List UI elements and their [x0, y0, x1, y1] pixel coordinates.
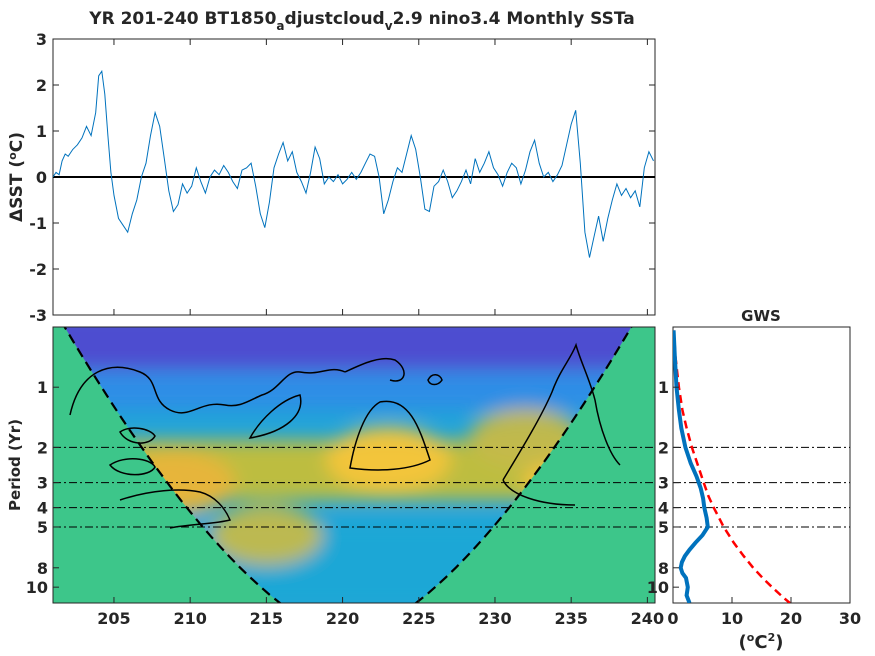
contour-right: [502, 342, 621, 481]
contour-small-upper: [119, 427, 156, 444]
wavelet-y-tick-label: 8: [37, 559, 48, 578]
title-sub-v: v: [385, 19, 393, 33]
wavelet-x-tick-label: 230: [478, 609, 511, 628]
timeseries-y-axis-label: ΔSST (oC): [6, 132, 27, 222]
contour-center-top: [344, 358, 405, 382]
timeseries-y-tick-label: 3: [36, 30, 47, 49]
gws-y-tick-label: 5: [658, 518, 669, 537]
timeseries-y-tick-label: -3: [29, 306, 47, 325]
contour-right-base: [502, 479, 576, 506]
cone-of-influence-line: [63, 327, 633, 603]
wavelet-y-tick-label: 1: [37, 378, 48, 397]
gws-power-curve: [673, 330, 710, 603]
contour-lower-left: [119, 489, 232, 529]
period-reference-lines: [53, 446, 655, 528]
timeseries-y-tick-labels: 3 2 1 0 -1 -2 -3: [29, 30, 47, 325]
wavelet-y-tick-label: 2: [37, 438, 48, 457]
gws-x-tick-label: 30: [839, 609, 861, 628]
gws-x-tick-label: 20: [780, 609, 802, 628]
wavelet-axes-box: [52, 326, 656, 604]
title-part-mid: djustcloud: [285, 9, 385, 29]
gws-y-tick-label: 2: [658, 438, 669, 457]
power-peak: [326, 426, 451, 493]
timeseries-y-tick-label: 1: [36, 122, 47, 141]
contour-tiny: [427, 374, 443, 386]
wavelet-y-tick-label: 5: [37, 518, 48, 537]
contour-center: [349, 400, 431, 471]
wavelet-x-tick-label: 210: [173, 609, 206, 628]
chart-title: YR 201-240 BT1850adjustcloudv2.9 nino3.4…: [88, 9, 634, 33]
gws-y-tick-label: 8: [658, 559, 669, 578]
gws-y-tick-label: 3: [658, 474, 669, 493]
title-sub-a: a: [276, 19, 284, 33]
wavelet-x-tick-label: 215: [250, 609, 283, 628]
timeseries-y-tick-label: -1: [29, 214, 47, 233]
sst-anomaly-line: [53, 69, 654, 258]
significance-contours: [69, 342, 621, 529]
contour-small-lower: [108, 458, 156, 476]
title-part-pre: YR 201-240 BT1850: [88, 9, 276, 29]
wavelet-y-tick-label: 10: [26, 578, 48, 597]
wavelet-x-tick-label: 220: [326, 609, 359, 628]
gws-y-tick-label: 4: [658, 499, 669, 518]
gws-reference-lines: [673, 446, 850, 528]
timeseries-ticks: [53, 38, 655, 316]
sst-timeseries-panel: 3 2 1 0 -1 -2 -3 ΔSST (oC): [6, 30, 656, 325]
wavelet-y-tick-label: 3: [37, 474, 48, 493]
gws-x-axis-label: (oC2): [739, 631, 784, 653]
title-part-post: 2.9 nino3.4 Monthly SSTa: [393, 9, 635, 29]
wavelet-x-tick-label: 205: [97, 609, 130, 628]
mid-low-band: [53, 370, 655, 410]
gws-y-tick-label: 10: [647, 578, 669, 597]
period-axis-label: Period (Yr): [6, 419, 24, 511]
gws-axes-box: [672, 326, 851, 604]
gws-x-tick-label: 10: [721, 609, 743, 628]
gws-significance-curve: [673, 330, 791, 603]
timeseries-y-tick-label: -2: [29, 260, 47, 279]
contour-upper-left: [69, 366, 346, 416]
contour-left-loop: [248, 394, 302, 440]
gws-y-tick-label: 1: [658, 378, 669, 397]
wavelet-y-tick-label: 4: [37, 499, 48, 518]
wavelet-power-panel: 205 210 215 220 225 230 235 240 1 2 3 45 810 Period …: [6, 326, 664, 628]
timeseries-y-tick-label: 2: [36, 76, 47, 95]
timeseries-y-tick-label: 0: [36, 168, 47, 187]
wavelet-x-tick-label: 240: [631, 609, 664, 628]
gws-x-tick-label: 0: [667, 609, 678, 628]
wavelet-ticks: 205 210 215 220 225 230 235 240 1 2 3 45 810: [26, 378, 664, 628]
power-peak: [210, 505, 323, 566]
cone-of-influence-mask: [53, 327, 655, 603]
gws-title: GWS: [741, 307, 781, 325]
wavelet-x-tick-label: 225: [402, 609, 435, 628]
wavelet-x-tick-label: 235: [554, 609, 587, 628]
